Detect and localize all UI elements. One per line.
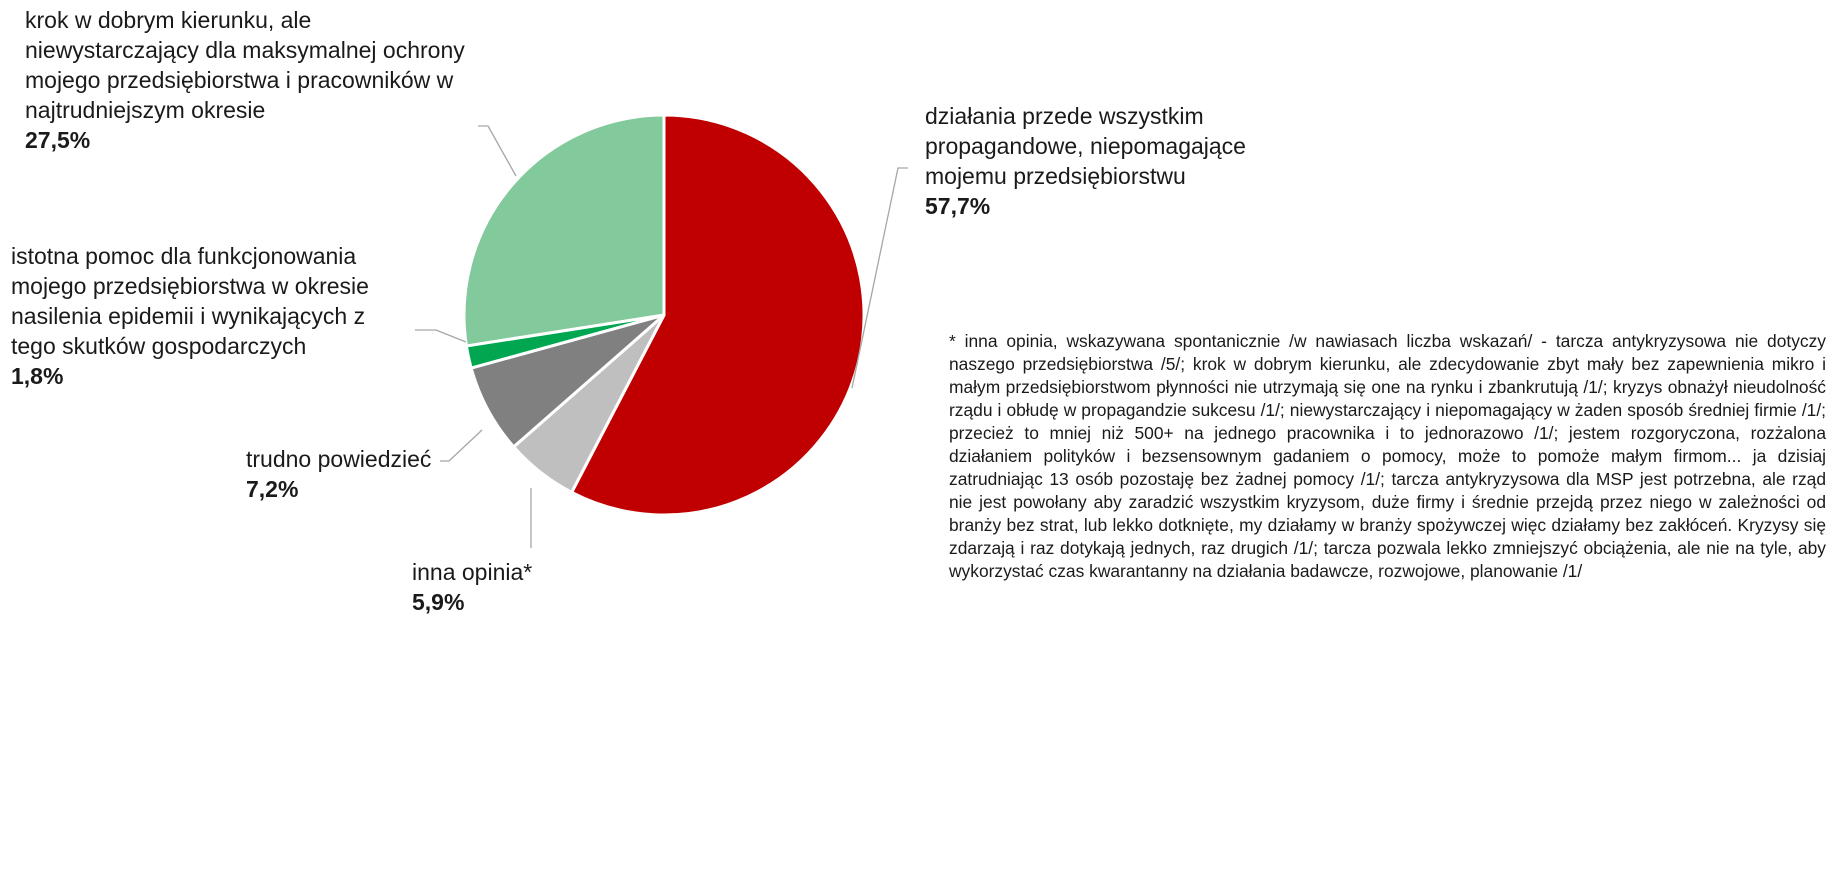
label-line: nasilenia epidemii i wynikających z bbox=[11, 303, 366, 329]
label-other-opinion: inna opinia* 5,9% bbox=[412, 557, 532, 617]
label-line: niewystarczający dla maksymalnej ochrony bbox=[25, 37, 465, 63]
leader-line-propaganda bbox=[851, 167, 908, 389]
footnote: * inna opinia, wskazywana spontanicznie … bbox=[949, 331, 1826, 581]
pie-slice-1 bbox=[570, 113, 866, 517]
label-line: działania przede wszystkim bbox=[925, 103, 1204, 129]
label-line: mojemu przedsiębiorstwu bbox=[925, 163, 1186, 189]
leader-line-significant-help bbox=[415, 329, 467, 343]
label-percent: 1,8% bbox=[11, 363, 64, 389]
label-percent: 7,2% bbox=[246, 476, 299, 502]
pie-slices bbox=[462, 113, 866, 517]
label-good-direction: krok w dobrym kierunku, ale niewystarcza… bbox=[25, 5, 465, 155]
label-significant-help: istotna pomoc dla funkcjonowania mojego … bbox=[11, 241, 369, 391]
label-percent: 5,9% bbox=[412, 589, 465, 615]
leader-line-hard-to-say bbox=[440, 429, 483, 462]
label-percent: 57,7% bbox=[925, 193, 991, 219]
label-percent: 27,5% bbox=[25, 127, 91, 153]
leader-line-good-direction bbox=[478, 125, 517, 177]
label-line: tego skutków gospodarczych bbox=[11, 333, 307, 359]
pie-slice-5 bbox=[462, 113, 666, 348]
label-line: propagandowe, niepomagające bbox=[925, 133, 1246, 159]
label-line: mojego przedsiębiorstwa i pracowników w bbox=[25, 67, 454, 93]
label-line: mojego przedsiębiorstwa w okresie bbox=[11, 273, 369, 299]
label-line: inna opinia* bbox=[412, 559, 533, 585]
label-propaganda: działania przede wszystkim propagandowe,… bbox=[925, 101, 1246, 221]
label-line: krok w dobrym kierunku, ale bbox=[25, 7, 312, 33]
label-line: istotna pomoc dla funkcjonowania bbox=[11, 243, 357, 269]
label-line: najtrudniejszym okresie bbox=[25, 97, 266, 123]
leader-lines bbox=[415, 125, 908, 548]
label-hard-to-say: trudno powiedzieć 7,2% bbox=[246, 444, 431, 504]
label-line: trudno powiedzieć bbox=[246, 446, 432, 472]
